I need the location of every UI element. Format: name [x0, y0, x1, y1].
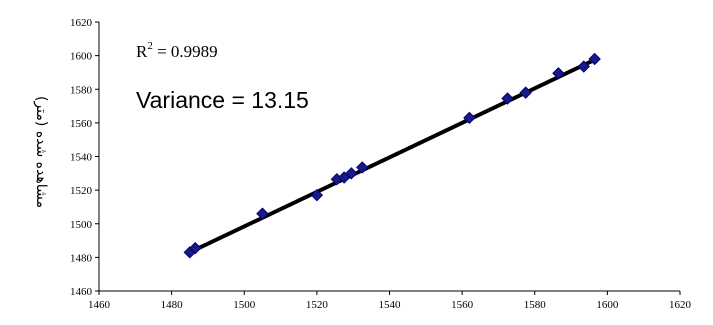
data-points: [183, 52, 601, 259]
data-point: [256, 207, 269, 220]
data-point: [189, 241, 202, 255]
x-tick-label: 1480: [161, 299, 184, 311]
x-tick-label: 1540: [379, 299, 402, 311]
y-axis-ticks: 1460 1480 1500 1520 1540 1560 1580 1600 1620: [70, 17, 99, 298]
data-point: [310, 188, 324, 202]
x-tick-label: 1600: [596, 299, 619, 311]
x-tick-label: 1620: [669, 299, 692, 311]
x-tick-label: 1580: [524, 299, 547, 311]
x-tick-label: 1460: [88, 299, 111, 311]
x-axis-ticks: 1460 1480 1500 1520 1540 1560 1580 1600 1620: [88, 291, 692, 311]
data-point: [463, 111, 476, 125]
y-axis-label: مشاهده شده (متر): [33, 96, 49, 208]
y-tick-label: 1460: [70, 286, 93, 298]
r-squared-annotation: R2 = 0.9989: [136, 40, 218, 61]
y-tick-label: 1600: [70, 51, 93, 63]
data-point: [552, 67, 565, 80]
data-point: [588, 52, 601, 66]
data-point: [356, 161, 369, 174]
y-tick-label: 1560: [70, 118, 93, 130]
variance-annotation: Variance = 13.15: [136, 87, 309, 113]
data-point: [519, 86, 532, 99]
x-tick-label: 1560: [451, 299, 474, 311]
y-tick-label: 1480: [70, 252, 93, 264]
y-tick-label: 1520: [70, 185, 93, 197]
x-tick-label: 1500: [233, 299, 256, 311]
y-tick-label: 1620: [70, 17, 93, 29]
y-tick-label: 1540: [70, 152, 93, 164]
y-tick-label: 1500: [70, 219, 93, 231]
data-point: [577, 60, 590, 73]
x-tick-label: 1520: [306, 299, 329, 311]
data-point: [501, 92, 514, 105]
y-tick-label: 1580: [70, 84, 93, 96]
data-point: [345, 167, 358, 180]
